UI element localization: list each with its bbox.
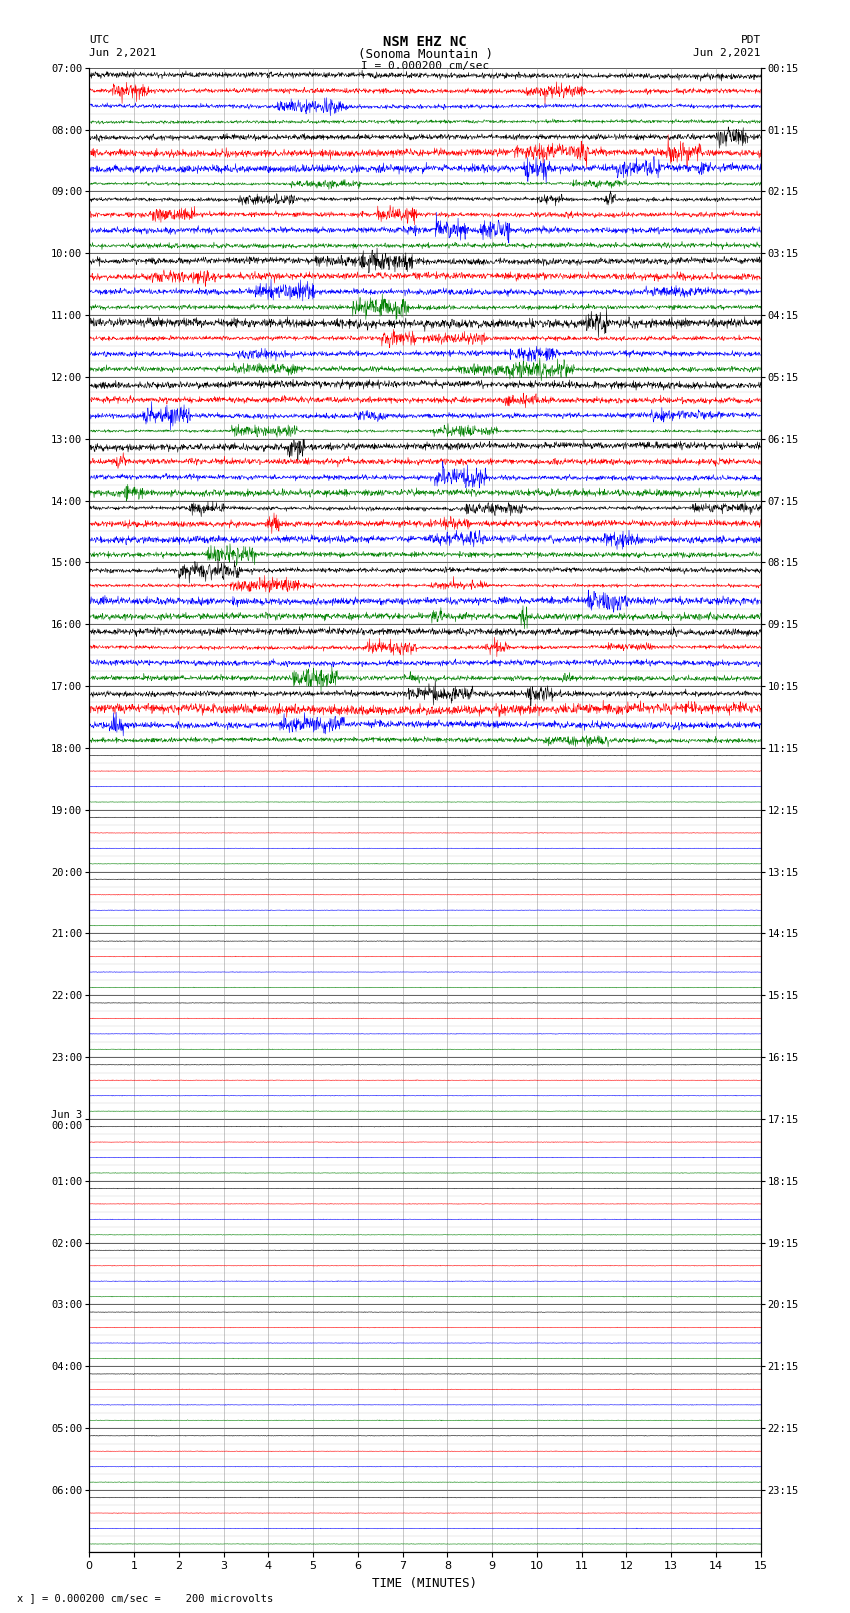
Text: Jun 2,2021: Jun 2,2021 (694, 48, 761, 58)
Text: Jun 2,2021: Jun 2,2021 (89, 48, 156, 58)
Text: PDT: PDT (740, 35, 761, 45)
Text: x ] = 0.000200 cm/sec =    200 microvolts: x ] = 0.000200 cm/sec = 200 microvolts (17, 1594, 273, 1603)
Text: NSM EHZ NC: NSM EHZ NC (383, 35, 467, 50)
X-axis label: TIME (MINUTES): TIME (MINUTES) (372, 1578, 478, 1590)
Text: I = 0.000200 cm/sec: I = 0.000200 cm/sec (361, 61, 489, 71)
Text: UTC: UTC (89, 35, 110, 45)
Text: (Sonoma Mountain ): (Sonoma Mountain ) (358, 48, 492, 61)
